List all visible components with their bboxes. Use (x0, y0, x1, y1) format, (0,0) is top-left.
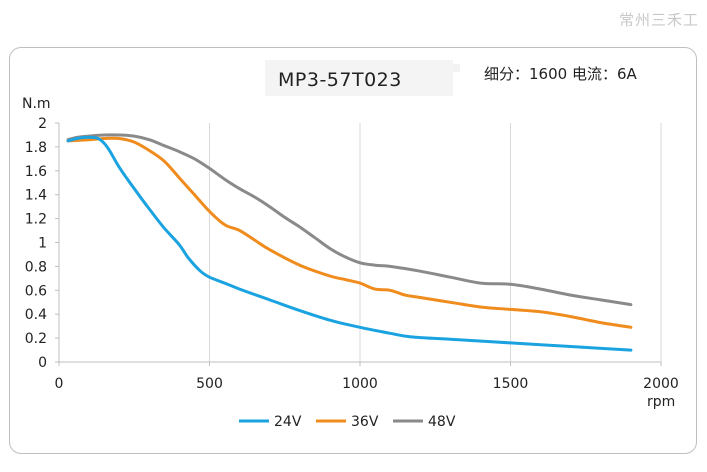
x-tick-label: 1500 (493, 376, 529, 392)
series-line-36v (66, 136, 633, 329)
axes (55, 122, 662, 366)
title-box (265, 60, 453, 96)
y-tick-label: 1.2 (25, 212, 47, 228)
series-lines (66, 133, 633, 352)
y-tick-label: 1.6 (25, 164, 47, 180)
chart-title: MP3-57T023 (278, 69, 402, 91)
grid-lines (209, 123, 662, 362)
legend: 24V 36V 48V (239, 414, 456, 430)
y-tick-label: 2 (38, 116, 47, 132)
title-box-shade (452, 64, 460, 72)
y-tick-label: 0.6 (25, 283, 47, 299)
legend-label-24v: 24V (274, 414, 302, 430)
x-tick-label: 0 (55, 376, 64, 392)
y-tick-label: 1.4 (25, 188, 47, 204)
y-tick-label: 1.8 (25, 140, 47, 156)
legend-label-48v: 48V (428, 414, 456, 430)
y-axis-label: N.m (22, 96, 51, 112)
y-tick-label: 1 (38, 236, 47, 252)
y-tick-label: 0.8 (25, 259, 47, 275)
x-tick-label: 2000 (643, 376, 679, 392)
watermark-text: 常州三禾工 (618, 11, 699, 29)
tick-labels: 0 0.2 0.4 0.6 0.8 1 1.2 1.4 1.6 1.8 2 0 500 1000 1500 2… (25, 116, 679, 392)
chart-frame (9, 47, 697, 454)
y-tick-label: 0.4 (25, 307, 47, 323)
legend-label-36v: 36V (351, 414, 379, 430)
y-tick-label: 0.2 (25, 331, 47, 347)
y-tick-label: 0 (38, 355, 47, 371)
chart-subtitle: 细分：1600 电流：6A (484, 65, 637, 83)
series-line-48v (66, 133, 633, 307)
series-line-24v (66, 135, 633, 352)
x-axis-label: rpm (647, 394, 675, 410)
x-tick-label: 500 (196, 376, 223, 392)
x-tick-label: 1000 (342, 376, 378, 392)
